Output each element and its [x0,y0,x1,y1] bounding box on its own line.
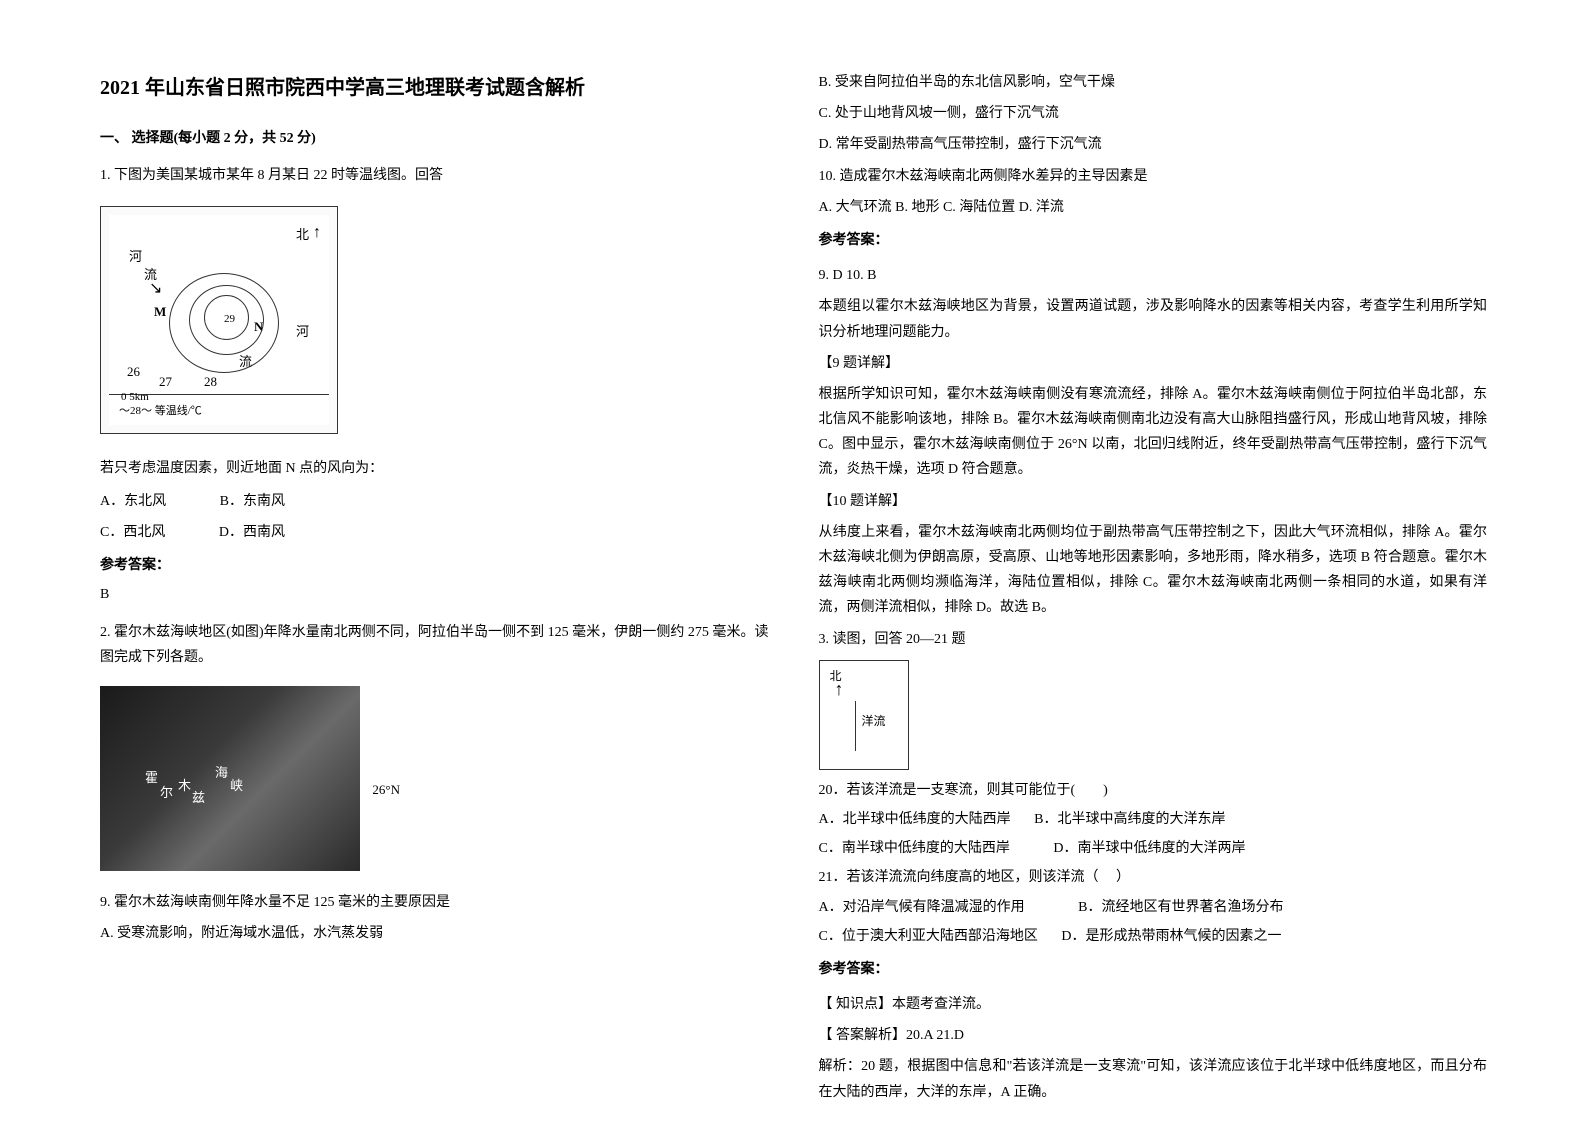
q2-prompt: 2. 霍尔木兹海峡地区(如图)年降水量南北两侧不同，阿拉伯半岛一侧不到 125 … [100,620,769,670]
q9-opt-B: B. 受来自阿拉伯半岛的东北信风影响，空气干燥 [819,70,1488,95]
answer-label-1: 参考答案： [100,553,769,578]
q20-D: D．南半球中低纬度的大洋两岸 [1053,841,1245,856]
diagram-arrow: ↑ [835,673,844,705]
exam-title: 2021 年山东省日照市院西中学高三地理联考试题含解析 [100,70,769,106]
question-3: 3. 读图，回答 20—21 题 北 ↑ 洋流 20．若该洋流是一支寒流，则其可… [819,627,1488,1105]
photo-xia: 峡 [230,774,243,797]
q21-row1: A．对沿岸气候有降温减湿的作用 B．流经地区有世界著名渔场分布 [819,895,1488,920]
q10-text: 10. 造成霍尔木兹海峡南北两侧降水差异的主导因素是 [819,164,1488,189]
detail-10-text: 从纬度上来看，霍尔木兹海峡南北两侧均位于副热带高气压带控制之下，因此大气环流相似… [819,520,1488,621]
q3-prompt: 3. 读图，回答 20—21 题 [819,627,1488,652]
opt-B: B．东南风 [220,489,285,514]
hormuz-map: 霍 尔 木 兹 海 峡 26°N [100,686,360,871]
legend: ～28～ 等温线/℃ [119,402,202,422]
left-column: 2021 年山东省日照市院西中学高三地理联考试题含解析 一、 选择题(每小题 2… [100,70,769,1052]
q9-opt-C: C. 处于山地背风坡一侧，盛行下沉气流 [819,101,1488,126]
q20-B: B．北半球中高纬度的大洋东岸 [1034,812,1225,827]
answer-label-2: 参考答案： [819,228,1488,253]
q9-text: 9. 霍尔木兹海峡南侧年降水量不足 125 毫米的主要原因是 [100,890,769,915]
q10-options: A. 大气环流 B. 地形 C. 海陆位置 D. 洋流 [819,195,1488,220]
answer-analysis: 【 答案解析】20.A 21.D [819,1023,1488,1048]
q21-B: B．流经地区有世界著名渔场分布 [1078,900,1283,915]
isotherm-map: 北 ↑ 河 流 ↘ M N 河 流 26 27 28 29 0 5km ～28～… [100,206,338,434]
current-line [855,701,856,751]
temp-28: 28 [204,370,217,393]
opt-D: D．西南风 [219,520,285,545]
q20-A: A．北半球中低纬度的大陆西岸 [819,812,1011,827]
temp-26: 26 [127,360,140,383]
detail-10-title: 【10 题详解】 [819,489,1488,514]
explain-intro: 本题组以霍尔木兹海峡地区为背景，设置两道试题，涉及影响降水的因素等相关内容，考查… [819,294,1488,344]
opt-A: A．东北风 [100,489,166,514]
photo-mu: 木 [178,774,191,797]
question-1: 1. 下图为美国某城市某年 8 月某日 22 时等温线图。回答 北 ↑ 河 流 … [100,163,769,607]
knowledge-point: 【 知识点】本题考查洋流。 [819,992,1488,1017]
detail-9-text: 根据所学知识可知，霍尔木兹海峡南侧没有寒流流经，排除 A。霍尔木兹海峡南侧位于阿… [819,382,1488,483]
temp-27: 27 [159,370,172,393]
option-row-2: C．西北风 D．西南风 [100,520,769,545]
isoline-outer [169,273,279,373]
analysis-text: 解析：20 题，根据图中信息和"若该洋流是一支寒流"可知，该洋流应该位于北半球中… [819,1054,1488,1104]
q21-A: A．对沿岸气候有降温减湿的作用 [819,900,1025,915]
option-row-1: A．东北风 B．东南风 [100,489,769,514]
q21-row2: C．位于澳大利亚大陆西部沿海地区 D．是形成热带雨林气候的因素之一 [819,924,1488,949]
answer-label-3: 参考答案： [819,957,1488,982]
photo-er: 尔 [160,781,173,804]
detail-9-title: 【9 题详解】 [819,351,1488,376]
river-label-2: 河 [296,320,309,343]
current-diagram: 北 ↑ 洋流 [819,660,909,770]
q20-C: C．南半球中低纬度的大陆西岸 [819,841,1010,856]
question-2: 2. 霍尔木兹海峡地区(如图)年降水量南北两侧不同，阿拉伯半岛一侧不到 125 … [100,620,769,947]
q9-opt-A: A. 受寒流影响，附近海域水温低，水汽蒸发弱 [100,921,769,946]
q20-row2: C．南半球中低纬度的大陆西岸 D．南半球中低纬度的大洋两岸 [819,836,1488,861]
answer-1: B [100,582,769,607]
river-label-1: 河 [129,245,142,268]
point-M: M [154,300,166,323]
photo-huo: 霍 [145,766,158,789]
section-header: 一、 选择题(每小题 2 分，共 52 分) [100,126,769,151]
photo-hai: 海 [215,761,228,784]
q9-opt-D: D. 常年受副热带高气压带控制，盛行下沉气流 [819,132,1488,157]
answers-9-10: 9. D 10. B [819,263,1488,288]
photo-coord: 26°N [372,778,400,801]
q1-sub-prompt: 若只考虑温度因素，则近地面 N 点的风向为： [100,456,769,481]
q1-options: A．东北风 B．东南风 C．西北风 D．西南风 [100,489,769,545]
q21-C: C．位于澳大利亚大陆西部沿海地区 [819,929,1038,944]
q21-text: 21．若该洋流流向纬度高的地区，则该洋流（ ） [819,865,1488,890]
opt-C: C．西北风 [100,520,165,545]
q20-text: 20．若该洋流是一支寒流，则其可能位于( ) [819,778,1488,803]
photo-zi: 兹 [192,786,205,809]
q1-prompt: 1. 下图为美国某城市某年 8 月某日 22 时等温线图。回答 [100,163,769,188]
map-content: 北 ↑ 河 流 ↘ M N 河 流 26 27 28 29 0 5km ～28～… [109,215,329,425]
q21-D: D．是形成热带雨林气候的因素之一 [1061,929,1281,944]
q20-row1: A．北半球中低纬度的大陆西岸 B．北半球中高纬度的大洋东岸 [819,807,1488,832]
diagram-flow: 洋流 [862,711,886,733]
north-label: 北 [296,223,309,246]
north-arrow: ↑ [313,219,321,248]
right-column: B. 受来自阿拉伯半岛的东北信风影响，空气干燥 C. 处于山地背风坡一侧，盛行下… [819,70,1488,1052]
